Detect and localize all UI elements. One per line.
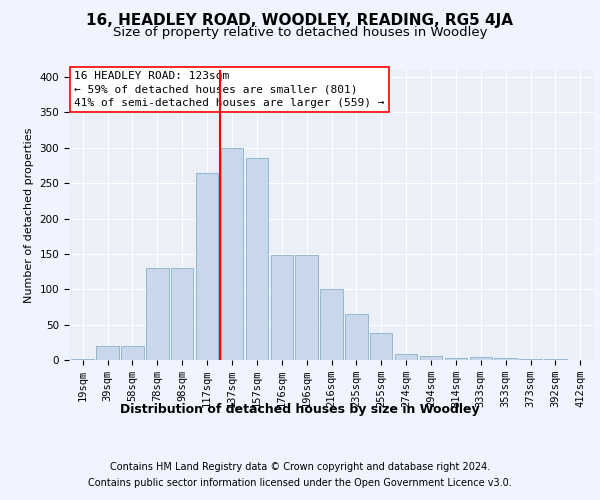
Bar xyxy=(420,356,442,360)
Text: Contains HM Land Registry data © Crown copyright and database right 2024.: Contains HM Land Registry data © Crown c… xyxy=(110,462,490,472)
Bar xyxy=(395,354,418,360)
Text: Distribution of detached houses by size in Woodley: Distribution of detached houses by size … xyxy=(120,402,480,415)
Bar xyxy=(221,148,243,360)
Bar xyxy=(320,290,343,360)
Text: Contains public sector information licensed under the Open Government Licence v3: Contains public sector information licen… xyxy=(88,478,512,488)
Bar xyxy=(97,346,119,360)
Text: 16, HEADLEY ROAD, WOODLEY, READING, RG5 4JA: 16, HEADLEY ROAD, WOODLEY, READING, RG5 … xyxy=(86,12,514,28)
Bar xyxy=(345,314,368,360)
Bar xyxy=(445,358,467,360)
Y-axis label: Number of detached properties: Number of detached properties xyxy=(24,128,34,302)
Bar xyxy=(146,268,169,360)
Bar xyxy=(295,256,318,360)
Bar xyxy=(245,158,268,360)
Text: Size of property relative to detached houses in Woodley: Size of property relative to detached ho… xyxy=(113,26,487,39)
Text: 16 HEADLEY ROAD: 123sqm
← 59% of detached houses are smaller (801)
41% of semi-d: 16 HEADLEY ROAD: 123sqm ← 59% of detache… xyxy=(74,72,385,108)
Bar xyxy=(370,333,392,360)
Bar xyxy=(520,358,542,360)
Bar xyxy=(470,357,492,360)
Bar xyxy=(71,358,94,360)
Bar xyxy=(196,172,218,360)
Bar xyxy=(271,256,293,360)
Bar xyxy=(121,346,143,360)
Bar xyxy=(494,358,517,360)
Bar xyxy=(171,268,193,360)
